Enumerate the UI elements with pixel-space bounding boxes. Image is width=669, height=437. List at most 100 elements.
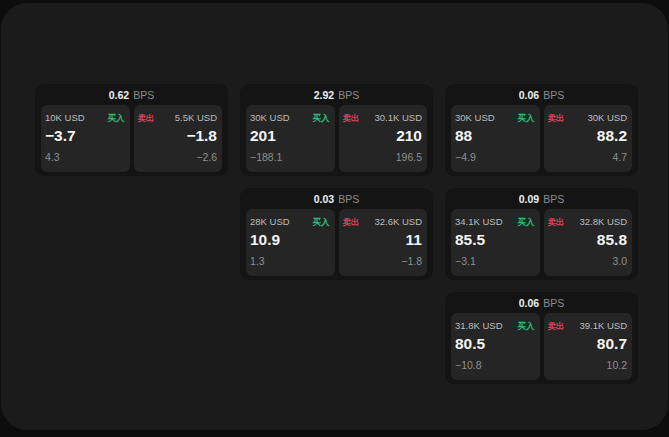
sell-amount: 39.1K USD xyxy=(579,320,627,332)
sell-tile-top-row: 卖出 32.6K USD xyxy=(343,216,423,228)
bps-value: 2.92 xyxy=(314,89,334,101)
buy-price: 80.5 xyxy=(455,334,535,353)
quote-card: 0.03 BPS 28K USD 买入 10.9 1.3 卖出 32.6K US… xyxy=(240,188,433,280)
buy-quote-tile[interactable]: 10K USD 买入 −3.7 4.3 xyxy=(41,105,130,172)
bps-unit-label: BPS xyxy=(338,193,359,205)
sell-tile-top-row: 卖出 30.1K USD xyxy=(343,112,423,124)
buy-label: 买入 xyxy=(108,112,125,124)
quote-card: 2.92 BPS 30K USD 买入 201 −188.1 卖出 30.1K … xyxy=(240,84,433,176)
sell-tile-top-row: 卖出 32.8K USD xyxy=(548,216,628,228)
sell-quote-tile[interactable]: 卖出 39.1K USD 80.7 10.2 xyxy=(544,313,633,380)
sell-quote-tile[interactable]: 卖出 32.8K USD 85.8 3.0 xyxy=(544,209,633,276)
buy-price: 85.5 xyxy=(455,230,535,249)
buy-change: −3.1 xyxy=(455,255,535,268)
sell-quote-tile[interactable]: 卖出 5.5K USD −1.8 −2.6 xyxy=(134,105,223,172)
quote-panels: 34.1K USD 买入 85.5 −3.1 卖出 32.8K USD 85.8… xyxy=(451,209,632,276)
buy-label: 买入 xyxy=(518,320,535,332)
sell-label: 卖出 xyxy=(343,216,360,228)
buy-quote-tile[interactable]: 31.8K USD 买入 80.5 −10.8 xyxy=(451,313,540,380)
bps-value: 0.03 xyxy=(314,193,334,205)
sell-amount: 5.5K USD xyxy=(175,112,217,124)
buy-change: 1.3 xyxy=(250,255,330,268)
sell-change: 10.2 xyxy=(548,359,628,372)
quote-card: 0.09 BPS 34.1K USD 买入 85.5 −3.1 卖出 32.8K… xyxy=(445,188,638,280)
sell-label: 卖出 xyxy=(548,112,565,124)
buy-amount: 28K USD xyxy=(250,216,290,228)
bps-unit-label: BPS xyxy=(543,297,564,309)
sell-label: 卖出 xyxy=(548,216,565,228)
buy-tile-top-row: 30K USD 买入 xyxy=(455,112,535,124)
buy-price: 10.9 xyxy=(250,230,330,249)
sell-quote-tile[interactable]: 卖出 32.6K USD 11 −1.8 xyxy=(339,209,428,276)
buy-change: −10.8 xyxy=(455,359,535,372)
buy-amount: 31.8K USD xyxy=(455,320,503,332)
quote-panels: 30K USD 买入 201 −188.1 卖出 30.1K USD 210 1… xyxy=(246,105,427,172)
sell-amount: 32.8K USD xyxy=(579,216,627,228)
quote-card: 0.06 BPS 31.8K USD 买入 80.5 −10.8 卖出 39.1… xyxy=(445,292,638,384)
sell-amount: 32.6K USD xyxy=(374,216,422,228)
buy-label: 买入 xyxy=(518,216,535,228)
sell-price: −1.8 xyxy=(138,126,218,145)
quote-panels: 30K USD 买入 88 −4.9 卖出 30K USD 88.2 4.7 xyxy=(451,105,632,172)
buy-tile-top-row: 10K USD 买入 xyxy=(45,112,125,124)
bps-value: 0.09 xyxy=(519,193,539,205)
buy-quote-tile[interactable]: 30K USD 买入 201 −188.1 xyxy=(246,105,335,172)
bps-unit-label: BPS xyxy=(338,89,359,101)
buy-tile-top-row: 31.8K USD 买入 xyxy=(455,320,535,332)
quote-card-grid: 0.62 BPS 10K USD 买入 −3.7 4.3 卖出 5.5K USD… xyxy=(35,84,638,384)
buy-price: −3.7 xyxy=(45,126,125,145)
buy-tile-top-row: 28K USD 买入 xyxy=(250,216,330,228)
bps-header: 0.03 BPS xyxy=(246,188,427,209)
buy-tile-top-row: 34.1K USD 买入 xyxy=(455,216,535,228)
sell-price: 85.8 xyxy=(548,230,628,249)
sell-label: 卖出 xyxy=(343,112,360,124)
quote-panels: 31.8K USD 买入 80.5 −10.8 卖出 39.1K USD 80.… xyxy=(451,313,632,380)
buy-amount: 30K USD xyxy=(455,112,495,124)
sell-price: 210 xyxy=(343,126,423,145)
sell-price: 80.7 xyxy=(548,334,628,353)
quote-card: 0.62 BPS 10K USD 买入 −3.7 4.3 卖出 5.5K USD… xyxy=(35,84,228,176)
bps-value: 0.06 xyxy=(519,89,539,101)
sell-label: 卖出 xyxy=(138,112,155,124)
buy-price: 88 xyxy=(455,126,535,145)
buy-change: −188.1 xyxy=(250,151,330,164)
buy-amount: 10K USD xyxy=(45,112,85,124)
dashboard-surface: 0.62 BPS 10K USD 买入 −3.7 4.3 卖出 5.5K USD… xyxy=(1,3,668,430)
sell-price: 11 xyxy=(343,230,423,249)
bps-header: 0.06 BPS xyxy=(451,292,632,313)
sell-tile-top-row: 卖出 30K USD xyxy=(548,112,628,124)
buy-label: 买入 xyxy=(313,216,330,228)
sell-quote-tile[interactable]: 卖出 30K USD 88.2 4.7 xyxy=(544,105,633,172)
sell-label: 卖出 xyxy=(548,320,565,332)
buy-label: 买入 xyxy=(518,112,535,124)
bps-header: 0.06 BPS xyxy=(451,84,632,105)
sell-quote-tile[interactable]: 卖出 30.1K USD 210 196.5 xyxy=(339,105,428,172)
bps-header: 0.09 BPS xyxy=(451,188,632,209)
buy-quote-tile[interactable]: 28K USD 买入 10.9 1.3 xyxy=(246,209,335,276)
sell-price: 88.2 xyxy=(548,126,628,145)
buy-change: −4.9 xyxy=(455,151,535,164)
quote-panels: 10K USD 买入 −3.7 4.3 卖出 5.5K USD −1.8 −2.… xyxy=(41,105,222,172)
bps-header: 0.62 BPS xyxy=(41,84,222,105)
bps-unit-label: BPS xyxy=(543,89,564,101)
buy-tile-top-row: 30K USD 买入 xyxy=(250,112,330,124)
buy-change: 4.3 xyxy=(45,151,125,164)
bps-value: 0.62 xyxy=(109,89,129,101)
buy-quote-tile[interactable]: 34.1K USD 买入 85.5 −3.1 xyxy=(451,209,540,276)
sell-tile-top-row: 卖出 5.5K USD xyxy=(138,112,218,124)
sell-change: 3.0 xyxy=(548,255,628,268)
quote-card: 0.06 BPS 30K USD 买入 88 −4.9 卖出 30K USD 8… xyxy=(445,84,638,176)
sell-tile-top-row: 卖出 39.1K USD xyxy=(548,320,628,332)
buy-amount: 30K USD xyxy=(250,112,290,124)
sell-amount: 30.1K USD xyxy=(374,112,422,124)
buy-label: 买入 xyxy=(313,112,330,124)
sell-change: −1.8 xyxy=(343,255,423,268)
quote-panels: 28K USD 买入 10.9 1.3 卖出 32.6K USD 11 −1.8 xyxy=(246,209,427,276)
bps-unit-label: BPS xyxy=(133,89,154,101)
buy-amount: 34.1K USD xyxy=(455,216,503,228)
buy-quote-tile[interactable]: 30K USD 买入 88 −4.9 xyxy=(451,105,540,172)
sell-change: −2.6 xyxy=(138,151,218,164)
sell-change: 4.7 xyxy=(548,151,628,164)
bps-value: 0.06 xyxy=(519,297,539,309)
sell-change: 196.5 xyxy=(343,151,423,164)
